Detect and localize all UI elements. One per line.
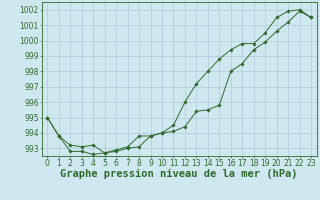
X-axis label: Graphe pression niveau de la mer (hPa): Graphe pression niveau de la mer (hPa) xyxy=(60,169,298,179)
